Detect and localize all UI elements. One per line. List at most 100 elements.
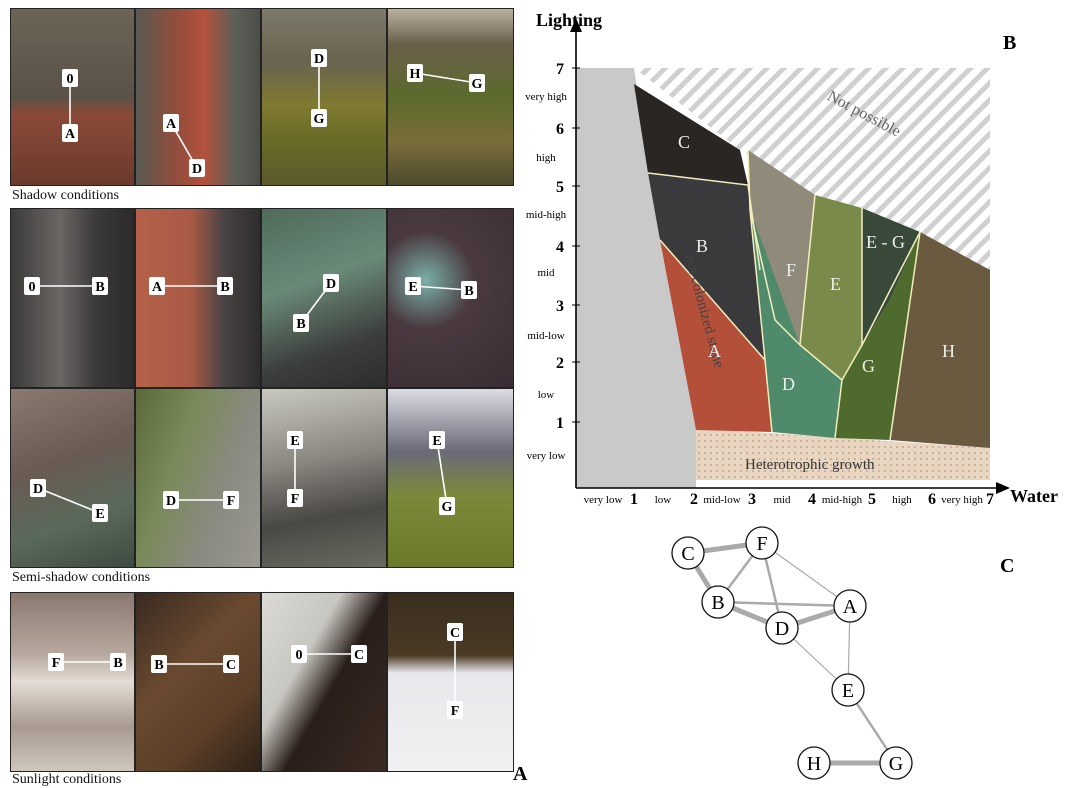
photo-arrow [414,72,478,84]
region-G [835,232,920,440]
shadow-conditions-label: Shadow conditions [12,188,119,203]
photo-E-F [261,388,387,568]
photo-tag: 0 [24,277,40,295]
svg-text:D: D [775,618,789,640]
svg-text:0: 0 [67,72,74,87]
photo-F-B [10,592,135,772]
photo-tag: H [407,64,423,82]
y-tick-1: 1 [556,415,564,432]
x-level-label: mid-high [822,494,863,506]
region-heterotrophic [696,428,990,480]
photo-tag: 0 [291,645,307,663]
photo-tag: D [311,49,327,67]
svg-text:E: E [95,507,104,522]
x-tick-4: 4 [808,491,816,508]
node-D: D [765,611,799,645]
x-level-label: mid [773,494,791,506]
label-B: B [696,236,708,256]
svg-text:E: E [290,434,299,449]
label-E: E [830,274,841,294]
label-EG: E - G [866,232,905,252]
label-C: C [678,132,690,152]
svg-text:A: A [166,117,177,132]
photo-tag: D [163,491,179,509]
photo-tag: G [311,109,327,127]
x-tick-5: 5 [868,491,876,508]
svg-text:G: G [889,753,903,775]
x-level-label: low [655,494,672,506]
photo-0-A [10,8,135,186]
photo-tag: B [151,655,167,673]
y-level-label: high [536,152,556,164]
svg-text:B: B [113,656,122,671]
svg-text:D: D [326,277,336,292]
photo-E-B [387,208,514,388]
svg-text:G: G [442,500,453,515]
region-not-colonized [576,68,696,488]
y-tick-3: 3 [556,298,564,315]
svg-text:B: B [220,280,229,295]
edge-F-B [716,542,764,603]
edge-E-G [846,689,898,764]
node-F: F [745,526,779,560]
label-F: F [786,260,796,280]
svg-text:B: B [296,317,305,332]
photo-A-D [135,8,261,186]
photo-tag: G [469,74,485,92]
x-tick-3: 3 [748,491,756,508]
svg-text:C: C [450,626,460,641]
region-A [660,240,772,432]
svg-text:E: E [432,434,441,449]
photo-tag: C [223,655,239,673]
region-D [750,210,842,438]
edge-B-D [717,599,783,631]
y-level-label: low [538,389,555,401]
photo-0-B [10,208,135,388]
x-axis-arrow [996,482,1010,494]
edge-F-A [761,542,851,607]
node-E: E [831,673,865,707]
edge-D-E [781,627,849,691]
photo-tag: F [223,491,239,509]
svg-text:H: H [807,753,821,775]
photo-D-B [261,208,387,388]
label-A: A [708,341,721,361]
photo-A-B [135,208,261,388]
region-H [890,232,990,448]
svg-text:A: A [65,127,76,142]
x-level-label: high [892,494,912,506]
photo-D-E [10,388,135,568]
photo-tag: D [189,159,205,177]
photo-arrows: 0 A A D D G H G 0 B A B D B E B D E D F E F E G F B B C 0 C C F [24,49,485,719]
photo-tag: E [92,504,108,522]
y-tick-6: 6 [556,121,564,138]
svg-text:C: C [354,648,364,663]
y-tick-5: 5 [556,179,564,196]
svg-text:F: F [451,704,460,719]
svg-text:0: 0 [296,648,303,663]
svg-text:C: C [226,658,236,673]
svg-text:E: E [842,680,854,702]
x-axis-label: Water [1010,486,1058,506]
svg-text:F: F [756,533,767,555]
edge-F-D [760,542,784,629]
node-C: C [671,536,705,570]
svg-text:F: F [227,494,236,509]
photo-tag: F [287,489,303,507]
photo-tag: G [439,497,455,515]
photo-tag: A [62,124,78,142]
svg-text:F: F [291,492,300,507]
photo-tag: E [287,431,303,449]
node-H: H [797,746,831,780]
edge-B-A [717,600,851,608]
photo-tag: A [149,277,165,295]
photo-C-F [387,592,514,772]
svg-text:B: B [464,284,473,299]
y-level-label: mid-high [526,209,567,221]
photo-E-G [387,388,514,568]
svg-text:H: H [410,67,421,82]
x-level-label: very low [584,494,623,506]
y-tick-4: 4 [556,239,564,256]
photo-tag: F [447,701,463,719]
x-tick-6: 6 [928,491,936,508]
